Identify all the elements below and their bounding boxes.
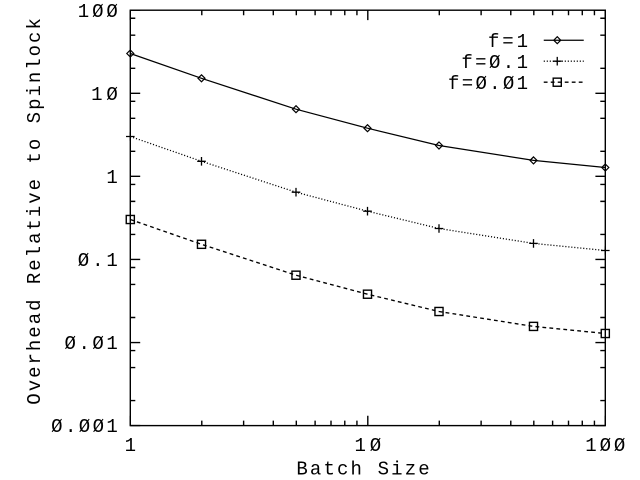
svg-text:f=1: f=1 xyxy=(488,31,528,53)
svg-text:1ØØ: 1ØØ xyxy=(78,1,118,23)
svg-text:Overhead Relative to Spinlock: Overhead Relative to Spinlock xyxy=(24,18,46,405)
svg-text:1: 1 xyxy=(106,167,117,189)
svg-text:1: 1 xyxy=(125,435,136,457)
svg-text:f=Ø.1: f=Ø.1 xyxy=(461,52,528,74)
svg-text:Ø.1: Ø.1 xyxy=(78,250,118,272)
svg-text:1ØØ: 1ØØ xyxy=(585,435,625,457)
svg-text:Ø.ØØ1: Ø.ØØ1 xyxy=(51,416,118,438)
